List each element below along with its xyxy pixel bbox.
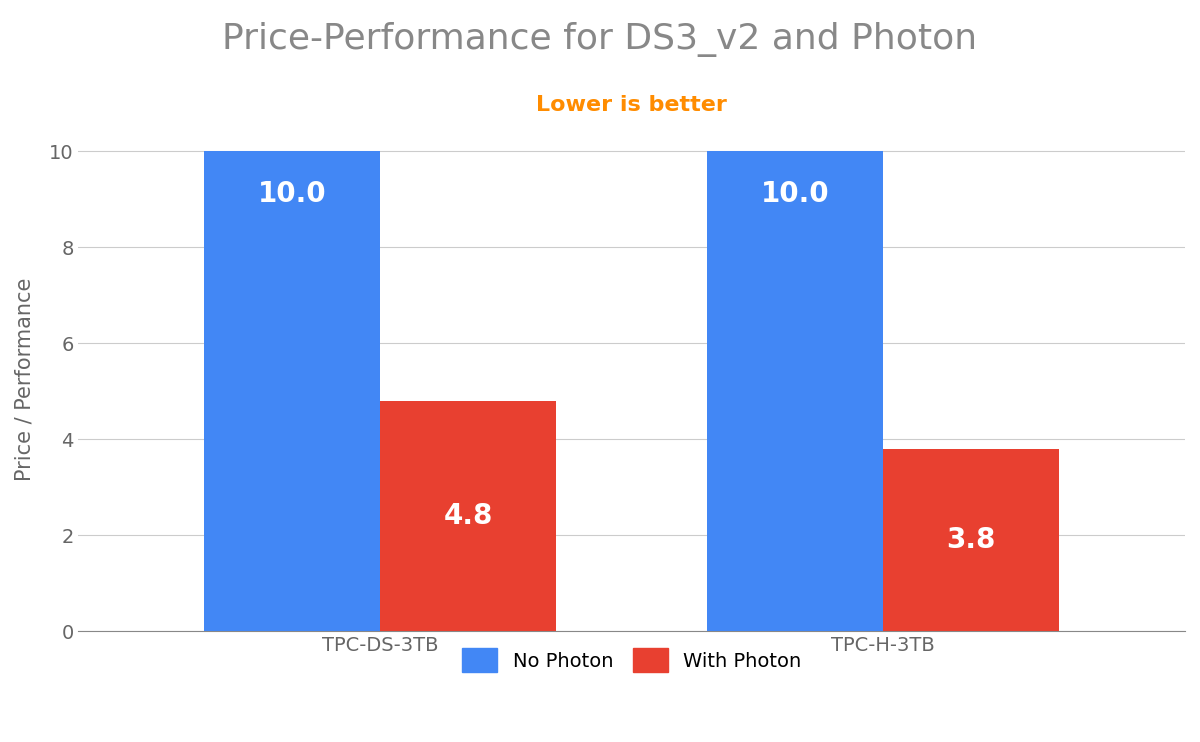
Text: Price-Performance for DS3_v2 and Photon: Price-Performance for DS3_v2 and Photon [222, 22, 978, 57]
Bar [883, 449, 1060, 631]
Text: 3.8: 3.8 [947, 526, 996, 554]
Bar [204, 151, 380, 631]
Bar [707, 151, 883, 631]
Text: 4.8: 4.8 [444, 502, 493, 530]
Text: 10.0: 10.0 [761, 180, 829, 208]
Title: Lower is better: Lower is better [536, 95, 727, 115]
Bar [380, 401, 557, 631]
Y-axis label: Price / Performance: Price / Performance [14, 278, 35, 481]
Legend: No Photon, With Photon: No Photon, With Photon [452, 639, 811, 682]
Text: 10.0: 10.0 [258, 180, 326, 208]
